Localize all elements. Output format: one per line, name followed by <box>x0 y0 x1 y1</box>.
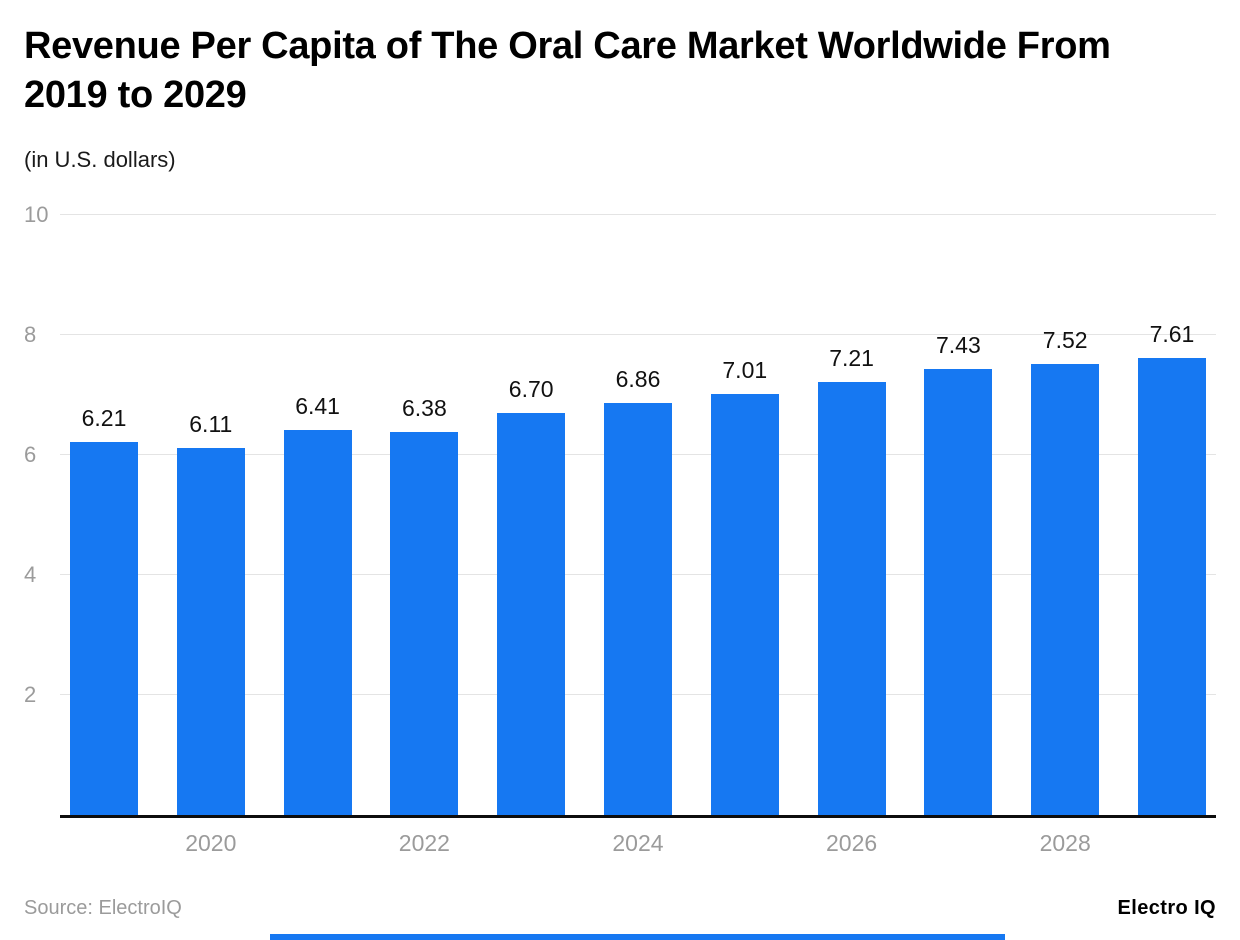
bar-value-label: 6.86 <box>615 366 661 393</box>
y-axis-tick-label: 2 <box>24 681 37 707</box>
bar-group-2024: 6.86 <box>603 366 672 815</box>
bar-group-2021: 6.41 <box>283 393 352 815</box>
x-axis-tick-label <box>1138 830 1206 857</box>
x-axis-tick-label <box>70 830 138 857</box>
bar <box>817 382 886 815</box>
bar-group-2019: 6.21 <box>70 405 138 815</box>
bar-value-label: 7.43 <box>935 331 981 358</box>
bar-value-label: 6.11 <box>189 411 233 438</box>
bar-value-label: 7.52 <box>1042 326 1088 353</box>
x-axis-tick-label: 2026 <box>825 829 878 856</box>
bar <box>710 394 779 815</box>
bar-value-label: 6.70 <box>508 375 554 402</box>
x-axis-line <box>60 814 1216 818</box>
x-axis-tick-label: 2020 <box>185 829 237 856</box>
bar-group-2026: 7.21 <box>817 345 886 815</box>
x-axis-tick-label <box>711 830 779 857</box>
bar <box>603 403 672 815</box>
bar <box>924 368 993 815</box>
x-axis-labels: 2020 2022 2024 2026 2028 <box>60 830 1216 857</box>
footer: Source: ElectroIQ Electro IQ <box>24 897 1216 920</box>
bars: 6.21 6.11 6.41 6.38 6.70 6.86 7.01 7.21 7.43 7.52… <box>60 215 1216 815</box>
x-axis-tick-label <box>284 830 352 857</box>
x-axis-tick-label <box>924 830 992 857</box>
bar-value-label: 6.38 <box>402 394 447 421</box>
bar-group-2029: 7.61 <box>1137 321 1206 815</box>
bar-group-2022: 6.38 <box>390 394 459 815</box>
chart: 6.21 6.11 6.41 6.38 6.70 6.86 7.01 7.21 7.43 7.52… <box>24 203 1216 857</box>
x-axis-tick-label: 2024 <box>612 829 664 856</box>
x-axis-tick-label: 2022 <box>398 829 450 856</box>
chart-title: Revenue Per Capita of The Oral Care Mark… <box>24 25 1111 117</box>
y-axis-tick-label: 8 <box>24 321 37 347</box>
bar <box>390 431 459 815</box>
x-axis-tick-label: 2028 <box>1039 829 1091 856</box>
bar-value-label: 6.41 <box>295 393 340 420</box>
x-axis-tick-label <box>497 830 565 857</box>
electro-iq-logo: Electro IQ <box>1117 897 1216 919</box>
bar-group-2023: 6.70 <box>497 375 566 815</box>
y-axis-tick-label: 6 <box>24 441 37 467</box>
gridline <box>60 213 1216 215</box>
bar-value-label: 7.61 <box>1149 321 1195 348</box>
bar <box>1137 358 1206 815</box>
bar-value-label: 7.01 <box>722 357 768 384</box>
source-attribution: Source: ElectroIQ <box>24 897 182 919</box>
chart-subtitle: (in U.S. dollars) <box>24 146 176 172</box>
y-axis-tick-label: 4 <box>24 561 37 587</box>
bar <box>283 430 352 815</box>
plot-area: 6.21 6.11 6.41 6.38 6.70 6.86 7.01 7.21 7.43 7.52… <box>24 203 1216 815</box>
bar <box>176 448 245 815</box>
bar-group-2020: 6.11 <box>176 411 245 815</box>
bar-group-2028: 7.52 <box>1031 326 1100 815</box>
gridline <box>60 333 1216 335</box>
bar-value-label: 6.21 <box>81 405 127 432</box>
bar <box>70 442 138 815</box>
bar <box>497 412 566 815</box>
bar <box>1031 363 1100 815</box>
bar-value-label: 7.21 <box>829 345 874 372</box>
bottom-accent-bar <box>270 934 1005 940</box>
y-axis-tick-label: 10 <box>24 201 49 227</box>
bar-group-2027: 7.43 <box>924 331 993 815</box>
bar-group-2025: 7.01 <box>710 357 779 815</box>
